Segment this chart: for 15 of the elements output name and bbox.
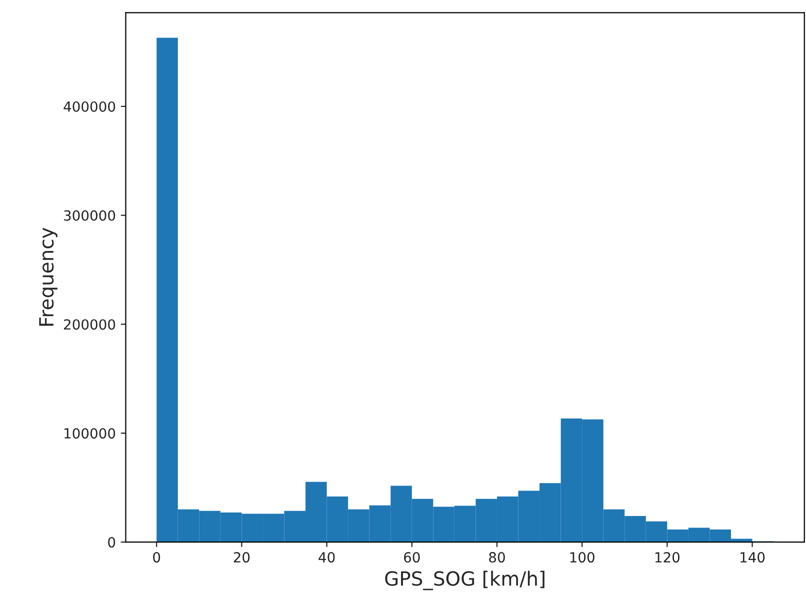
y-tick-label: 300000	[64, 210, 116, 221]
x-tick-label: 140	[740, 552, 765, 563]
x-tick-label: 80	[489, 552, 505, 563]
y-tick-label: 400000	[64, 101, 116, 112]
y-tick-label: 200000	[64, 319, 116, 330]
x-tick-label: 100	[570, 552, 594, 563]
x-tick-label: 20	[234, 552, 250, 563]
x-axis-title: GPS_SOG [km/h]	[385, 570, 544, 590]
x-tick-label: 40	[318, 552, 335, 563]
x-tick-label: 0	[153, 552, 160, 563]
y-tick-label: 0	[108, 537, 116, 548]
x-tick-label: 60	[404, 552, 420, 563]
x-tick-label: 120	[655, 552, 680, 563]
y-tick-label: 100000	[64, 428, 116, 439]
y-axis-title: Frequency	[39, 228, 58, 326]
